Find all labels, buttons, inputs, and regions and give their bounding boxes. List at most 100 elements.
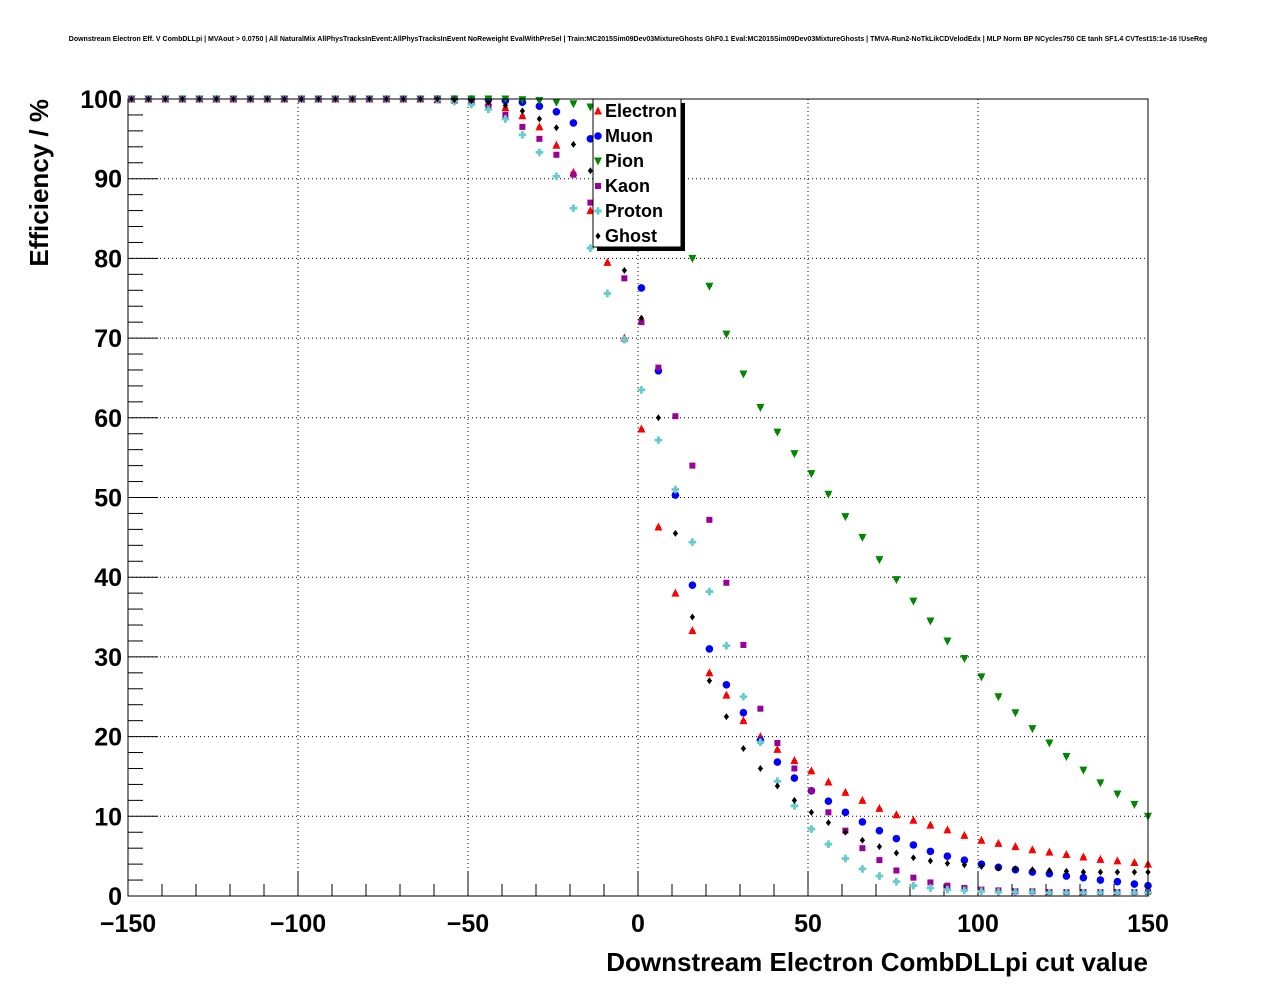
data-point-muon bbox=[926, 847, 935, 856]
data-point-muon bbox=[1130, 880, 1139, 888]
data-point-muon bbox=[671, 491, 680, 499]
data-point-muon bbox=[705, 645, 714, 653]
legend-marker bbox=[594, 157, 602, 166]
data-point-ghost bbox=[876, 843, 882, 851]
data-point-ghost bbox=[1029, 866, 1035, 874]
data-point-ghost bbox=[1063, 867, 1069, 875]
data-point-proton bbox=[1062, 889, 1071, 897]
legend-item-electron: Electron bbox=[594, 101, 677, 121]
data-point-electron bbox=[994, 838, 1003, 847]
data-point-proton bbox=[1113, 889, 1122, 897]
data-point-kaon bbox=[587, 199, 594, 206]
y-tick-label: 20 bbox=[94, 724, 122, 752]
data-point-muon bbox=[1096, 876, 1105, 884]
data-point-kaon bbox=[757, 705, 764, 712]
y-tick-label: 40 bbox=[94, 564, 122, 592]
data-point-proton bbox=[807, 825, 816, 833]
data-point-ghost bbox=[485, 98, 491, 106]
data-point-proton bbox=[858, 865, 867, 873]
data-point-ghost bbox=[519, 107, 525, 115]
data-point-ghost bbox=[638, 314, 644, 322]
data-point-ghost bbox=[451, 96, 457, 104]
data-point-muon bbox=[1113, 877, 1122, 886]
data-point-ghost bbox=[774, 782, 780, 790]
y-tick-label: 0 bbox=[108, 883, 122, 911]
data-point-kaon bbox=[825, 809, 832, 816]
data-point-pion bbox=[569, 100, 578, 109]
data-point-proton bbox=[637, 386, 646, 394]
x-tick-label: −100 bbox=[270, 910, 326, 938]
data-point-proton bbox=[926, 884, 935, 892]
legend-marker bbox=[594, 106, 602, 115]
data-point-kaon bbox=[859, 845, 866, 852]
data-point-proton bbox=[586, 244, 595, 252]
data-point-muon bbox=[722, 680, 731, 689]
data-point-electron bbox=[671, 588, 680, 597]
data-point-ghost bbox=[672, 529, 678, 537]
data-point-kaon bbox=[621, 275, 628, 282]
data-point-kaon bbox=[774, 739, 781, 746]
data-point-ghost bbox=[1046, 866, 1052, 874]
data-point-kaon bbox=[791, 765, 798, 772]
data-point-muon bbox=[841, 808, 850, 817]
data-point-ghost bbox=[927, 857, 933, 865]
legend-label: Pion bbox=[605, 151, 644, 171]
data-point-proton bbox=[1079, 889, 1088, 897]
data-point-muon bbox=[688, 581, 697, 589]
legend-item-pion: Pion bbox=[594, 151, 644, 171]
data-point-kaon bbox=[706, 516, 713, 523]
data-point-proton bbox=[518, 131, 527, 139]
data-point-proton bbox=[841, 854, 850, 863]
data-point-electron bbox=[1028, 845, 1037, 854]
chart-title: Downstream Electron Eff. V CombDLLpi | M… bbox=[69, 36, 1207, 43]
data-point-proton bbox=[603, 289, 612, 298]
y-tick-label: 100 bbox=[80, 86, 122, 114]
data-point-electron bbox=[909, 815, 918, 824]
data-point-proton bbox=[467, 100, 476, 109]
data-point-proton bbox=[943, 885, 952, 894]
data-point-kaon bbox=[570, 171, 577, 178]
data-point-pion bbox=[1079, 766, 1088, 775]
data-point-muon bbox=[773, 758, 782, 766]
data-point-pion bbox=[1028, 725, 1037, 734]
data-point-proton bbox=[739, 692, 748, 701]
data-point-pion bbox=[892, 576, 901, 585]
data-point-pion bbox=[994, 693, 1003, 702]
data-point-pion bbox=[1062, 753, 1071, 762]
data-point-proton bbox=[535, 148, 544, 157]
data-point-ghost bbox=[995, 864, 1001, 872]
data-point-proton bbox=[671, 485, 680, 494]
data-point-pion bbox=[705, 282, 714, 291]
data-point-pion bbox=[739, 370, 748, 379]
data-point-kaon bbox=[927, 879, 934, 886]
data-point-kaon bbox=[808, 787, 815, 794]
data-point-ghost bbox=[553, 124, 559, 132]
data-point-ghost bbox=[1012, 865, 1018, 873]
data-point-proton bbox=[994, 888, 1003, 896]
data-point-muon bbox=[909, 841, 918, 849]
data-point-proton bbox=[756, 738, 765, 746]
data-point-electron bbox=[1045, 847, 1054, 856]
data-point-ghost bbox=[740, 745, 746, 753]
data-point-pion bbox=[722, 330, 731, 339]
x-tick-label: −150 bbox=[100, 910, 156, 938]
data-point-ghost bbox=[944, 859, 950, 867]
x-tick-label: −50 bbox=[447, 910, 489, 938]
data-point-electron bbox=[1096, 854, 1105, 863]
data-point-ghost bbox=[570, 140, 576, 148]
data-point-electron bbox=[722, 690, 731, 699]
legend-label: Electron bbox=[605, 101, 677, 121]
data-point-electron bbox=[858, 795, 867, 804]
data-point-pion bbox=[943, 637, 952, 646]
data-point-pion bbox=[1045, 739, 1054, 748]
data-point-pion bbox=[790, 450, 799, 459]
data-point-proton bbox=[875, 872, 884, 880]
data-point-pion bbox=[977, 673, 986, 682]
data-point-ghost bbox=[621, 266, 627, 274]
y-tick-label: 80 bbox=[94, 245, 122, 273]
data-point-electron bbox=[790, 756, 799, 765]
legend-label: Proton bbox=[605, 201, 663, 221]
data-point-pion bbox=[960, 654, 969, 663]
data-point-pion bbox=[756, 403, 765, 412]
data-point-electron bbox=[926, 820, 935, 829]
